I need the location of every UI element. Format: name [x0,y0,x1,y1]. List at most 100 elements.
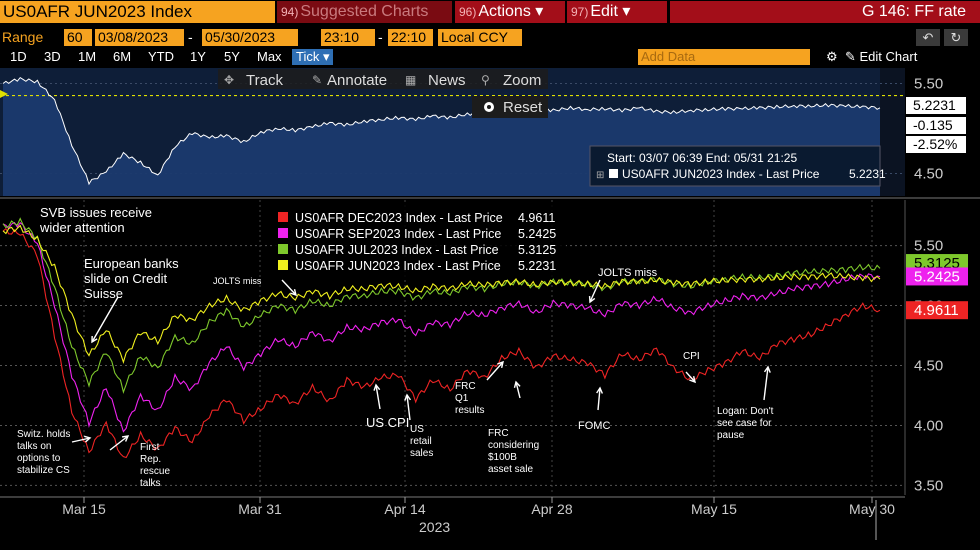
annotation-arrow [589,279,601,303]
legend-swatch [278,228,288,238]
legend-series-value: 5.2425 [518,227,556,241]
x-tick-label: Mar 31 [238,501,282,517]
zoom-1m[interactable]: 1M [78,49,97,64]
annotation-arrowhead [373,383,381,391]
last-price-tag [906,267,968,286]
annotation-arrow [109,435,129,451]
zoom-3d[interactable]: 3D [44,49,61,64]
annotation-text: see case for [717,418,772,429]
range-label: Range [2,29,44,45]
annotation-arrow [597,387,601,411]
annotation-arrowhead [497,360,504,369]
track-button[interactable]: Track [246,72,283,89]
zoom-icon: ⚲ [481,73,490,87]
date-dash: - [188,29,193,45]
zoom-ytd[interactable]: YTD [148,49,174,64]
annotation-arrowhead [513,380,521,388]
annotation-arrowhead [404,393,412,401]
annotation-text: considering [488,440,539,451]
annotation-text: FRC [455,381,476,392]
annotation-text: wider attention [39,220,125,235]
annotation-arrows [71,279,771,451]
zoom-max[interactable]: Max [257,49,282,64]
zoom-5y[interactable]: 5Y [224,49,240,64]
legend-series-name: US0AFR DEC2023 Index - Last Price [295,211,503,225]
suggested-charts-menu[interactable]: 94) Suggested Charts [277,1,452,23]
actions-num: 96) [459,5,477,19]
end-date-field[interactable]: 05/30/2023 [202,29,298,46]
zoom-6m[interactable]: 6M [113,49,132,64]
suggested-charts-num: 94) [281,5,299,19]
annotation-text: JOLTS miss [598,267,658,279]
x-axis-year: 2023 [419,519,450,535]
chart-toolbar: ✥ Track ✎ Annotate ▦ News ⚲ Zoom Reset [218,69,548,118]
gear-icon[interactable]: ⚙ [826,49,838,64]
top-legend: Start: 03/07 06:39 End: 05/31 21:25 ⊞ US… [589,145,886,187]
annotation-arrow [685,371,696,383]
refresh-icon[interactable]: ↻ [944,29,968,46]
legend-series-value: 5.2231 [518,259,556,273]
start-date-field[interactable]: 03/08/2023 [95,29,184,46]
annotation-arrowhead [588,295,596,304]
edit-label: Edit ▾ [590,3,631,20]
end-time-field[interactable]: 22:10 [388,29,433,46]
edit-menu[interactable]: 97) Edit ▾ [567,1,667,23]
chart-area: 5.50 4.50 ✥ Track ✎ Annotate ▦ News ⚲ Zoo… [0,68,980,540]
series-line [2,227,881,459]
news-button[interactable]: News [428,72,466,89]
zoom-1d[interactable]: 1D [10,49,27,64]
period-field[interactable]: 60 [64,29,92,46]
annotation-text: talks [140,478,161,489]
annotation-text: sales [410,448,433,459]
legend-expand-icon[interactable]: ⊞ [596,170,604,181]
x-tick-label: Mar 15 [62,501,106,517]
annotation-text: rescue [140,466,170,477]
start-time-field[interactable]: 23:10 [321,29,375,46]
undo-icon[interactable]: ↶ [916,29,940,46]
security-ticker[interactable]: US0AFR JUN2023 Index [0,1,275,23]
top-price-line [2,76,881,186]
reset-button[interactable]: Reset [503,99,543,116]
annotation-text: stabilize CS [17,465,70,476]
legend-swatch [278,244,288,254]
annotation-text: talks on [17,441,51,452]
bottom-y-tick: 3.50 [914,477,943,494]
top-change-pct: -2.52% [913,136,957,152]
tick-select[interactable]: Tick ▾ [292,49,334,65]
annotation-arrowhead [91,335,98,344]
edit-num: 97) [571,5,589,19]
annotation-text: Q1 [455,393,469,404]
annotate-button[interactable]: Annotate [327,72,387,89]
annotation-arrow [763,366,769,401]
series-line [2,217,881,395]
legend-range: Start: 03/07 06:39 End: 05/31 21:25 [607,151,797,165]
reset-button-bg[interactable] [472,96,548,118]
annotation-text: options to [17,453,61,464]
annotation-text: Switz. holds [17,429,70,440]
add-data-input[interactable]: Add Data [638,49,810,65]
annotation-text: slide on Credit [84,271,167,286]
annotation-arrow [71,437,91,443]
actions-menu[interactable]: 96) Actions ▾ [455,1,565,23]
legend-series-value: 5.2231 [849,167,886,181]
annotation-arrow [281,279,297,296]
x-tick-label: May 15 [691,501,737,517]
zoom-bar: 1D 3D 1M 6M YTD 1Y 5Y Max Tick ▾ Add Dat… [0,48,980,66]
edit-chart-button[interactable]: ✎ Edit Chart [845,49,918,64]
track-icon: ✥ [224,73,234,87]
zoom-1y[interactable]: 1Y [190,49,206,64]
currency-select[interactable]: Local CCY [438,29,522,46]
top-last-price: 5.2231 [913,97,956,113]
annotation-text: US [410,424,424,435]
annotation-text: Logan: Don't [717,406,774,417]
bottom-series-lines [2,217,881,459]
legend-series-name: US0AFR JUL2023 Index - Last Price [295,243,499,257]
top-price-labels: 5.2231 -0.135 -2.52% [906,97,966,153]
zoom-button[interactable]: Zoom [503,72,541,89]
series-line [2,221,881,433]
annotation-text: CPI [683,351,700,362]
legend-series-name: US0AFR JUN2023 Index - Last Price [295,259,501,273]
annotation-text: JOLTS miss [213,276,262,286]
